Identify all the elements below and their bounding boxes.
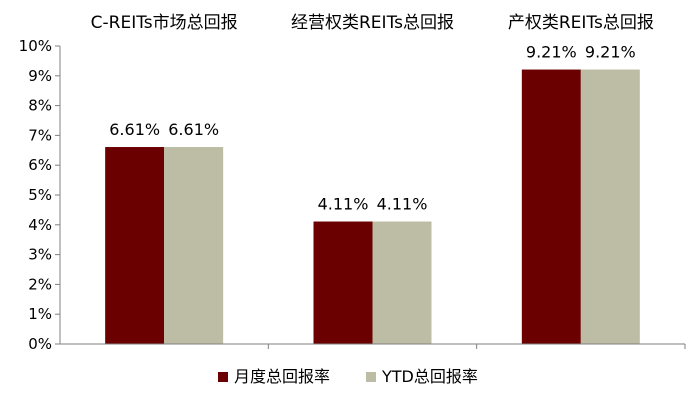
y-tick-label: 5% (28, 186, 52, 204)
data-label-monthly-1: 4.11% (318, 195, 369, 214)
bar-monthly-1 (313, 221, 373, 344)
category-labels: C-REITs市场总回报 经营权类REITs总回报 产权类REITs总回报 (91, 13, 654, 33)
legend-label-ytd: YTD总回报率 (381, 367, 478, 386)
y-axis-ticks: 0% 1% 2% 3% 4% 5% 6% 7% 8% 9% 10% (19, 37, 60, 353)
data-label-monthly-0: 6.61% (109, 120, 160, 139)
y-tick-label: 6% (28, 156, 52, 174)
data-label-ytd-1: 4.11% (377, 195, 428, 214)
bar-monthly-0 (105, 147, 165, 344)
bar-monthly-2 (521, 69, 581, 345)
bar-ytd-1 (372, 221, 432, 344)
y-tick-label: 9% (28, 67, 52, 85)
category-label-1: 经营权类REITs总回报 (291, 13, 454, 33)
y-tick-label: 10% (19, 37, 52, 55)
y-tick-label: 8% (28, 97, 52, 115)
legend-swatch-ytd (366, 372, 376, 382)
data-labels: 6.61% 6.61% 4.11% 4.11% 9.21% 9.21% (109, 43, 635, 214)
legend: 月度总回报率 YTD总回报率 (218, 367, 478, 386)
category-label-0: C-REITs市场总回报 (91, 13, 238, 33)
y-tick-label: 2% (28, 275, 52, 293)
bar-ytd-0 (164, 147, 224, 344)
data-label-ytd-0: 6.61% (168, 120, 219, 139)
y-tick-label: 1% (28, 305, 52, 323)
data-label-monthly-2: 9.21% (526, 43, 577, 62)
y-tick-label: 4% (28, 216, 52, 234)
legend-swatch-monthly (218, 372, 228, 382)
y-tick-label: 3% (28, 246, 52, 264)
y-tick-label: 7% (28, 126, 52, 144)
legend-label-monthly: 月度总回报率 (234, 367, 330, 386)
bar-ytd-2 (580, 69, 640, 345)
y-tick-label: 0% (28, 335, 52, 353)
data-label-ytd-2: 9.21% (585, 43, 636, 62)
bars (105, 69, 686, 349)
category-label-2: 产权类REITs总回报 (508, 13, 654, 33)
